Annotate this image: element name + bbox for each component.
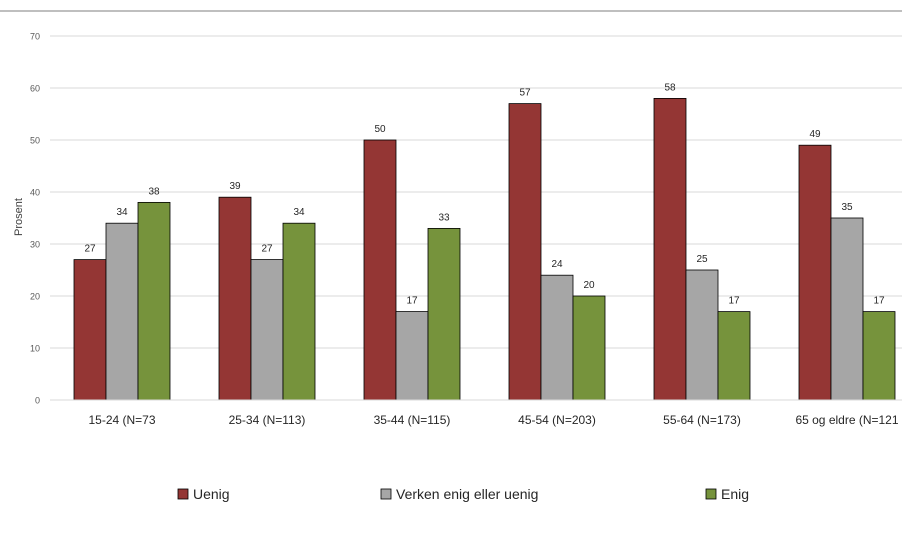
data-label: 49 <box>809 129 821 140</box>
y-tick-label: 30 <box>30 240 40 250</box>
bar <box>717 311 751 401</box>
gridlines <box>50 35 902 349</box>
y-tick-label: 10 <box>30 344 40 354</box>
bar <box>250 259 284 401</box>
legend-label: Verken enig eller uenig <box>396 486 538 502</box>
x-tick-label: 25-34 (N=113) <box>229 413 306 427</box>
legend-label: Uenig <box>193 486 230 502</box>
x-tick-label: 35-44 (N=115) <box>374 413 451 427</box>
x-tick-label: 65 og eldre (N=121 <box>795 413 898 427</box>
data-label: 27 <box>261 244 273 255</box>
data-label: 58 <box>664 82 676 93</box>
bar <box>540 274 574 401</box>
y-tick-label: 60 <box>30 84 40 94</box>
data-label: 20 <box>583 280 595 291</box>
data-label: 50 <box>374 124 386 135</box>
bar <box>572 295 606 401</box>
legend-label: Enig <box>721 486 749 502</box>
x-axis-ticks: 15-24 (N=73 25-34 (N=113) 35-44 (N=115) 45-… <box>88 413 898 427</box>
bar <box>363 139 397 401</box>
legend-swatch <box>705 488 717 500</box>
y-axis-label: Prosent <box>13 198 25 236</box>
bar <box>830 217 864 401</box>
bar <box>653 98 687 401</box>
data-labels: 27 34 38 39 27 34 50 17 33 57 24 20 58 25 17 49 35 17 <box>84 82 885 306</box>
y-tick-label: 20 <box>30 292 40 302</box>
data-label: 35 <box>841 202 853 213</box>
y-tick-label: 70 <box>30 32 40 42</box>
data-label: 17 <box>728 296 740 307</box>
y-tick-label: 40 <box>30 188 40 198</box>
bar <box>427 227 461 401</box>
data-label: 17 <box>873 296 885 307</box>
data-label: 38 <box>148 186 160 197</box>
x-tick-label: 55-64 (N=173) <box>663 413 741 427</box>
data-label: 17 <box>406 296 418 307</box>
bars <box>73 98 896 401</box>
bar <box>798 144 832 401</box>
y-tick-label: 0 <box>35 396 40 406</box>
bar <box>218 196 252 401</box>
bar <box>862 311 896 401</box>
data-label: 34 <box>293 207 305 218</box>
bar <box>508 103 542 401</box>
data-label: 25 <box>696 254 708 265</box>
bar <box>137 201 171 401</box>
bar <box>685 269 719 401</box>
x-tick-label: 45-54 (N=203) <box>518 413 596 427</box>
bar <box>105 222 139 401</box>
x-tick-label: 15-24 (N=73 <box>88 413 155 427</box>
bar <box>282 222 316 401</box>
data-label: 34 <box>116 207 128 218</box>
data-label: 33 <box>438 212 450 223</box>
y-axis-ticks: 0 10 20 30 40 50 60 70 <box>30 32 40 406</box>
legend-swatch <box>380 488 392 500</box>
bar <box>73 259 107 401</box>
data-label: 57 <box>519 88 531 99</box>
y-tick-label: 50 <box>30 136 40 146</box>
data-label: 24 <box>551 259 563 270</box>
data-label: 27 <box>84 244 96 255</box>
data-label: 39 <box>229 181 241 192</box>
legend: Uenig Verken enig eller uenig Enig <box>177 486 749 502</box>
bar <box>395 311 429 401</box>
legend-swatch <box>177 488 189 500</box>
